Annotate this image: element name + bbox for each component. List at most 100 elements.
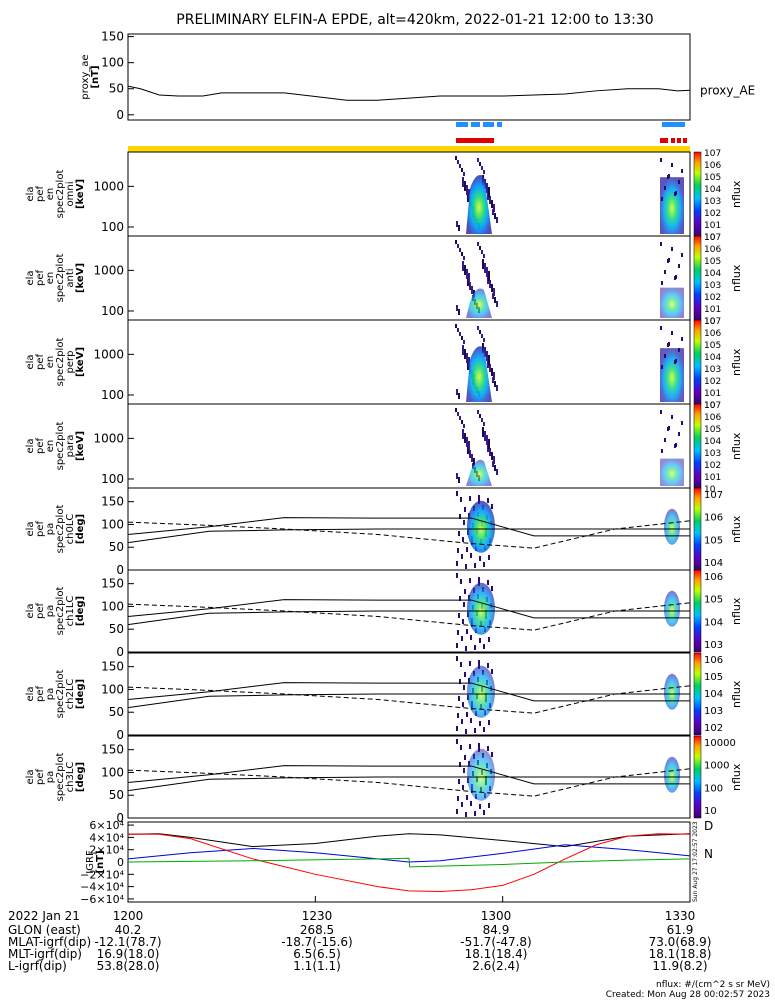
- energy-blob2-1: [660, 287, 684, 318]
- igrf-ylabel-line-1: [nT]: [95, 850, 106, 873]
- ephem-label-3: MLT-igrf(dip): [8, 947, 82, 961]
- pa-streak-1-31: [491, 586, 493, 591]
- pa-streak-0-5: [457, 548, 459, 553]
- pa-ytick-label-0-0: 0: [116, 563, 124, 577]
- pa-streak-2-35: [463, 685, 465, 690]
- pa-streak-3-18: [474, 811, 476, 816]
- sci-zone-blue-1: [471, 122, 480, 127]
- energy-cbar-title-3: nflux: [730, 432, 743, 460]
- pa-cbar-label-3-3: 10000: [704, 738, 736, 749]
- pa-ylabel-1-line-0: ela: [25, 603, 36, 618]
- pa-line-upper-2: [127, 682, 690, 702]
- pa-streak-2-11: [487, 663, 489, 668]
- pa-streak-0-15: [459, 514, 461, 519]
- energy-streak2-0-4: [664, 186, 666, 190]
- pa-cbar-label-1-2: 105: [704, 595, 723, 606]
- energy-panel-frame-0: [127, 151, 691, 237]
- pa-line-upper-1: [127, 599, 690, 619]
- pa-cbar-title-0: nflux: [730, 515, 743, 543]
- pa-ylabel-0-line-4: ch0LC: [65, 514, 76, 545]
- ephem-value-0-0: 1200: [113, 909, 144, 923]
- pa-cbar-label-2-2: 104: [704, 689, 723, 700]
- pa-streak-3-0: [456, 739, 458, 744]
- pa-ytick-label-0-2: 100: [101, 517, 124, 531]
- energy-cbar-label-2-2: 102: [704, 377, 721, 387]
- energy-streak-3-14: [469, 450, 471, 458]
- energy-ylabel-3-line-1: pef: [35, 438, 46, 455]
- pa-cbar-label-3-0: 10: [704, 806, 717, 817]
- pa-cbar-label-2-1: 103: [704, 706, 723, 717]
- energy-streak-1-26: [493, 288, 495, 296]
- energy-streak-0-23: [466, 185, 468, 195]
- sci-zone-red-0: [456, 138, 494, 143]
- energy-streak-0-15: [464, 181, 466, 191]
- energy-streak2-3-8: [668, 426, 670, 430]
- energy-streak-0-24: [461, 168, 463, 172]
- energy-streak-3-17: [496, 469, 498, 475]
- pa-streak-0-29: [469, 496, 471, 501]
- energy-ylabel-3-line-4: para: [65, 435, 76, 458]
- energy-streak-2-28: [483, 338, 485, 342]
- energy-ylabel-2-line-3: spec2plot: [55, 338, 66, 387]
- igrf-ytick-label-3: 0: [117, 856, 124, 869]
- pa-ytick-label-2-1: 50: [109, 705, 124, 719]
- pa-ylabel-2-line-0: ela: [25, 686, 36, 701]
- pa-blob2-3: [664, 756, 680, 793]
- pa-cbar-label-2-3: 105: [704, 672, 723, 683]
- right-margin-timestamp: Sun Aug 27 17:02:57 2023: [692, 821, 699, 902]
- pa-streak-3-15: [459, 762, 461, 767]
- pa-streak-3-25: [461, 802, 463, 807]
- energy-ylabel-2-line-4: perp: [65, 351, 76, 374]
- pa-line-dashed-0: [127, 520, 691, 549]
- pa-ylabel-0-line-2: pa: [45, 523, 56, 535]
- pa-streak-2-9: [465, 729, 467, 734]
- pa-streak-2-18: [474, 728, 476, 733]
- pa-streak-1-36: [456, 643, 458, 648]
- ephem-value-2-0: -12.1(78.7): [94, 935, 161, 949]
- energy-streak2-1-7: [661, 281, 663, 285]
- pa-streak-1-25: [461, 636, 463, 641]
- energy-cbar-label-0-2: 102: [704, 209, 721, 219]
- energy-streak2-3-4: [664, 438, 666, 442]
- energy-streak-3-12: [479, 414, 481, 418]
- energy-streak2-2-7: [661, 365, 663, 369]
- energy-ylabel-0-line-2: en: [45, 188, 56, 201]
- energy-streak-0-4: [477, 158, 479, 162]
- pa-streak-0-0: [456, 491, 458, 496]
- pa-streak-3-16: [488, 803, 490, 808]
- energy-cbar-title-1: nflux: [730, 264, 743, 292]
- pa-streak-2-16: [488, 720, 490, 725]
- pa-ylabel-1-line-5: [deg]: [75, 596, 86, 626]
- energy-streak-3-23: [466, 437, 468, 447]
- pa-ylabel-3-line-5: [deg]: [75, 762, 86, 792]
- energy-streak-1-11: [484, 263, 486, 273]
- pa-streak-1-20: [460, 579, 462, 584]
- pa-blob-0: [467, 500, 495, 553]
- energy-ylabel-2-line-2: en: [45, 356, 56, 369]
- pa-streak-3-38: [478, 743, 480, 748]
- energy-streak2-2-0: [660, 326, 662, 330]
- pa-ylabel-3-line-3: spec2plot: [55, 753, 66, 802]
- pa-streak-1-29: [469, 578, 471, 583]
- pa-streak-0-30: [462, 537, 464, 542]
- energy-streak-3-8: [457, 412, 459, 416]
- energy-streak-3-3: [482, 427, 484, 437]
- energy-streak-1-3: [482, 259, 484, 269]
- energy-ylabel-0-line-0: ela: [25, 186, 36, 201]
- energy-streak-1-18: [491, 284, 493, 292]
- pa-ylabel-0-line-5: [deg]: [75, 514, 86, 544]
- energy-cbar-label-1-4: 104: [704, 269, 721, 279]
- pa-ylabel-1: ela pef pa spec2plot ch1LC [deg]: [25, 587, 86, 636]
- pa-streak-2-31: [491, 669, 493, 674]
- energy-cbar-label-2-7: 107: [704, 317, 721, 327]
- energy-cbar-label-2-5: 105: [704, 341, 721, 351]
- pa-streak-0-25: [461, 554, 463, 559]
- pa-blob2-1: [664, 590, 680, 627]
- energy-streak2-1-3: [681, 253, 683, 257]
- pa-cbar-label-1-3: 106: [704, 572, 723, 583]
- pa-streak-2-38: [478, 660, 480, 665]
- energy-streak-0-20: [481, 166, 483, 170]
- igrf-ylabel-line-0: IGRF: [85, 850, 96, 874]
- energy-blob-2: [466, 346, 492, 402]
